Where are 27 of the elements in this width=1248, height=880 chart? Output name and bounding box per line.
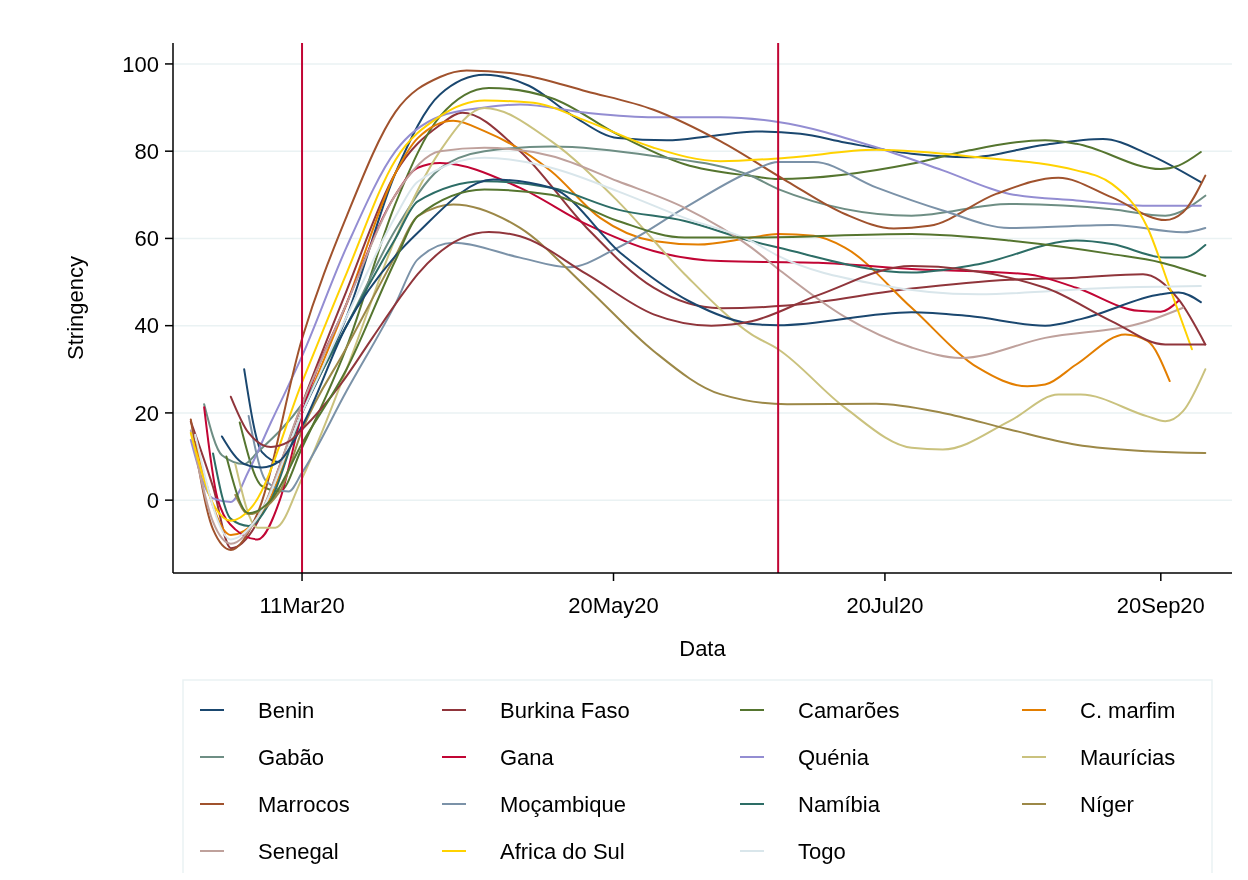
legend-label: Namíbia [798,791,881,817]
y-tick-label: 80 [134,138,159,164]
y-axis-title: Stringency [63,256,88,360]
x-axis-title: Data [679,636,727,661]
legend-label: Quénia [798,744,870,770]
legend-label: Senegal [258,838,339,864]
legend-label: Benin [258,697,315,723]
legend-label: Gabão [258,744,325,770]
legend-label: C. marfim [1080,697,1176,723]
legend-label: Níger [1080,791,1134,817]
legend-label: Africa do Sul [500,838,625,864]
x-tick-label: 20May20 [568,593,659,618]
x-tick-label: 11Mar20 [259,593,345,618]
x-tick-label: 20Sep20 [1116,593,1205,618]
legend-label: Camarões [798,697,900,723]
x-tick-label: 20Jul20 [846,593,924,618]
y-tick-label: 60 [134,226,159,252]
y-tick-label: 0 [146,487,159,513]
legend-label: Maurícias [1080,744,1176,770]
y-tick-label: 40 [134,313,159,339]
legend-label: Burkina Faso [500,697,630,723]
y-tick-label: 100 [122,51,159,77]
y-tick-label: 20 [134,400,159,426]
legend-label: Moçambique [500,791,626,817]
legend-label: Marrocos [258,791,350,817]
legend-label: Gana [500,744,555,770]
legend-label: Togo [798,838,846,864]
